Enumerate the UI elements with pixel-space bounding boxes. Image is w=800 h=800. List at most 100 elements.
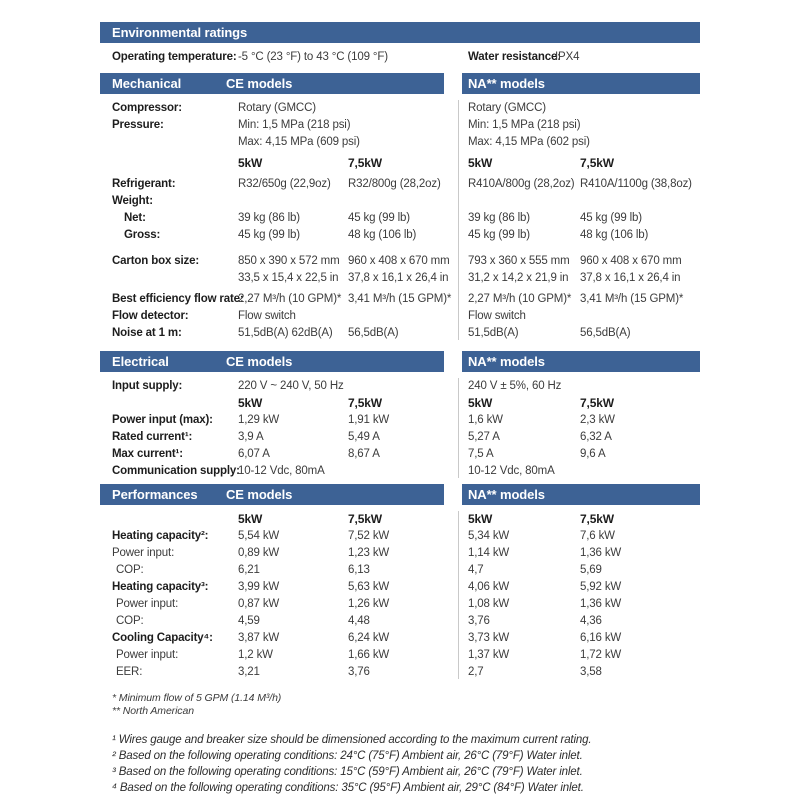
na-7-5kw-value: 1,36 kW (580, 598, 622, 610)
spec-row: Max current¹: 6,07 A 8,67 A 7,5 A 9,6 A (100, 446, 700, 463)
row-label (100, 395, 238, 412)
ce-5kw-value (238, 193, 348, 210)
ce-7-5kw-value: 7,5kW (348, 156, 382, 170)
ce-7-5kw-value: 1,23 kW (348, 547, 390, 559)
footnote-2: ² Based on the following operating condi… (112, 750, 583, 762)
spec-row: Pressure: Min: 1,5 MPa (218 psi) Min: 1,5 … (100, 117, 700, 134)
ce-7-5kw-value: 4,48 (348, 615, 370, 627)
na-5kw-value: 240 V ± 5%, 60 Hz (468, 380, 562, 392)
column-subheader-row: 5kW 7,5kW 5kW 7,5kW (100, 511, 700, 528)
row-label: Net: (124, 212, 146, 224)
row-label: Carton box size: (112, 255, 200, 267)
footnote-3: ³ Based on the following operating condi… (112, 766, 583, 778)
ce-7-5kw-value: 5,63 kW (348, 581, 390, 593)
ce-5kw-value: 3,87 kW (238, 632, 280, 644)
na-5kw-value: Min: 1,5 MPa (218 psi) (468, 119, 581, 131)
na-5kw-value: 5kW (468, 512, 493, 526)
spec-row: Carton box size: 850 x 390 x 572 mm 960 x … (100, 253, 700, 270)
ce-7-5kw-value: 48 kg (106 lb) (348, 229, 417, 241)
ce-7-5kw-value (348, 117, 458, 134)
ce-5kw-value: 1,29 kW (238, 414, 280, 426)
na-5kw-value: 31,2 x 14,2 x 21,9 in (468, 272, 569, 284)
ce-5kw-value: Rotary (GMCC) (238, 102, 316, 114)
row-label (100, 511, 238, 528)
row-label: Rated current¹: (112, 431, 193, 443)
mechanical-rows: Compressor: Rotary (GMCC) Rotary (GMCC) Pre… (100, 100, 700, 342)
spec-row: Net: 39 kg (86 lb) 45 kg (99 lb) 39 kg (86 … (100, 210, 700, 227)
ce-7-5kw-value (348, 134, 458, 151)
ce-5kw-value: 5,54 kW (238, 530, 280, 542)
row-label: COP: (116, 564, 144, 576)
na-7-5kw-value: 7,6 kW (580, 530, 615, 542)
na-7-5kw-value (580, 308, 700, 325)
row-label (100, 155, 238, 172)
spec-row: Flow detector: Flow switch Flow switch (100, 308, 700, 325)
na-5kw-value: Flow switch (468, 310, 526, 322)
na-7-5kw-value: R410A/1100g (38,8oz) (580, 178, 692, 190)
footnote-4: ⁴ Based on the following operating condi… (112, 782, 584, 794)
na-7-5kw-value: 1,72 kW (580, 649, 622, 661)
ce-7-5kw-value: R32/800g (28,2oz) (348, 178, 441, 190)
footnote-min-flow: * Minimum flow of 5 GPM (1.14 M³/h) (112, 692, 282, 704)
ce-7-5kw-value: 960 x 408 x 670 mm (348, 255, 450, 267)
column-divider (458, 100, 459, 340)
electrical-ce-models-header: CE models (226, 354, 293, 369)
row-label: Power input: (116, 598, 179, 610)
na-7-5kw-value: 7,5kW (580, 156, 614, 170)
mechanical-section-title: Mechanical (112, 76, 182, 91)
spec-row: Max: 4,15 MPa (609 psi) Max: 4,15 MPa (60… (100, 134, 700, 151)
row-label (100, 270, 238, 287)
na-5kw-value: 10-12 Vdc, 80mA (468, 465, 555, 477)
ce-5kw-value: 850 x 390 x 572 mm (238, 255, 340, 267)
row-label: Input supply: (112, 380, 183, 392)
performances-na-models-header: NA** models (462, 484, 700, 505)
na-5kw-value: 7,5 A (468, 448, 494, 460)
ce-5kw-value: 33,5 x 15,4 x 22,5 in (238, 272, 339, 284)
na-7-5kw-value: 6,32 A (580, 431, 612, 443)
ce-5kw-value: 5kW (238, 512, 263, 526)
na-7-5kw-value: 3,41 M³/h (15 GPM)* (580, 293, 684, 305)
na-7-5kw-value (580, 463, 700, 480)
spec-row: 33,5 x 15,4 x 22,5 in 37,8 x 16,1 x 26,4 … (100, 270, 700, 287)
row-label: Power input: (116, 649, 179, 661)
row-label: Best efficiency flow rate: (112, 293, 244, 305)
electrical-na-models-header: NA** models (462, 351, 700, 372)
spec-row: Compressor: Rotary (GMCC) Rotary (GMCC) (100, 100, 700, 117)
ce-7-5kw-value: 1,91 kW (348, 414, 390, 426)
na-5kw-value: 1,37 kW (468, 649, 510, 661)
na-7-5kw-value: 2,3 kW (580, 414, 615, 426)
ce-7-5kw-value: 1,26 kW (348, 598, 390, 610)
water-resistance-label: Water resistance: (468, 51, 561, 63)
ce-7-5kw-value: 3,76 (348, 666, 370, 678)
footnote-1: ¹ Wires gauge and breaker size should be… (112, 734, 592, 746)
ce-5kw-value: 3,9 A (238, 431, 264, 443)
environmental-section-bar: Environmental ratings (100, 22, 700, 43)
ce-7-5kw-value: 56,5dB(A) (348, 327, 399, 339)
na-5kw-value: 51,5dB(A) (468, 327, 519, 339)
ce-7-5kw-value: 7,5kW (348, 396, 382, 410)
operating-temperature-value: -5 °C (23 °F) to 43 °C (109 °F) (238, 51, 388, 63)
column-divider (458, 511, 459, 679)
mechanical-section-bar: Mechanical CE models NA** models (100, 73, 700, 94)
row-label: Weight: (112, 195, 153, 207)
spec-row: Rated current¹: 3,9 A 5,49 A 5,27 A 6,32 A (100, 429, 700, 446)
na-5kw-value: 3,76 (468, 615, 490, 627)
spec-row: Power input: 0,87 kW 1,26 kW 1,08 kW 1,36 kW (100, 596, 700, 613)
na-7-5kw-value: 7,5kW (580, 396, 614, 410)
na-5kw-value: 1,08 kW (468, 598, 510, 610)
row-label: Power input (max): (112, 414, 213, 426)
na-5kw-value: 4,06 kW (468, 581, 510, 593)
ce-7-5kw-value: 6,13 (348, 564, 370, 576)
row-label: Flow detector: (112, 310, 189, 322)
na-5kw-value: 5kW (468, 156, 493, 170)
spec-row: Heating capacity³: 3,99 kW 5,63 kW 4,06 kW 5… (100, 579, 700, 596)
footnotes-symbols: * Minimum flow of 5 GPM (1.14 M³/h) ** N… (100, 692, 700, 718)
water-resistance-value: IPX4 (555, 51, 580, 63)
row-label: Noise at 1 m: (112, 327, 182, 339)
ce-5kw-value: Flow switch (238, 310, 296, 322)
ce-5kw-value: 6,07 A (238, 448, 270, 460)
row-label: Heating capacity²: (112, 530, 209, 542)
na-7-5kw-value: 5,69 (580, 564, 602, 576)
ce-5kw-value: 51,5dB(A) 62dB(A) (238, 327, 333, 339)
spec-row: Power input: 0,89 kW 1,23 kW 1,14 kW 1,36 kW (100, 545, 700, 562)
